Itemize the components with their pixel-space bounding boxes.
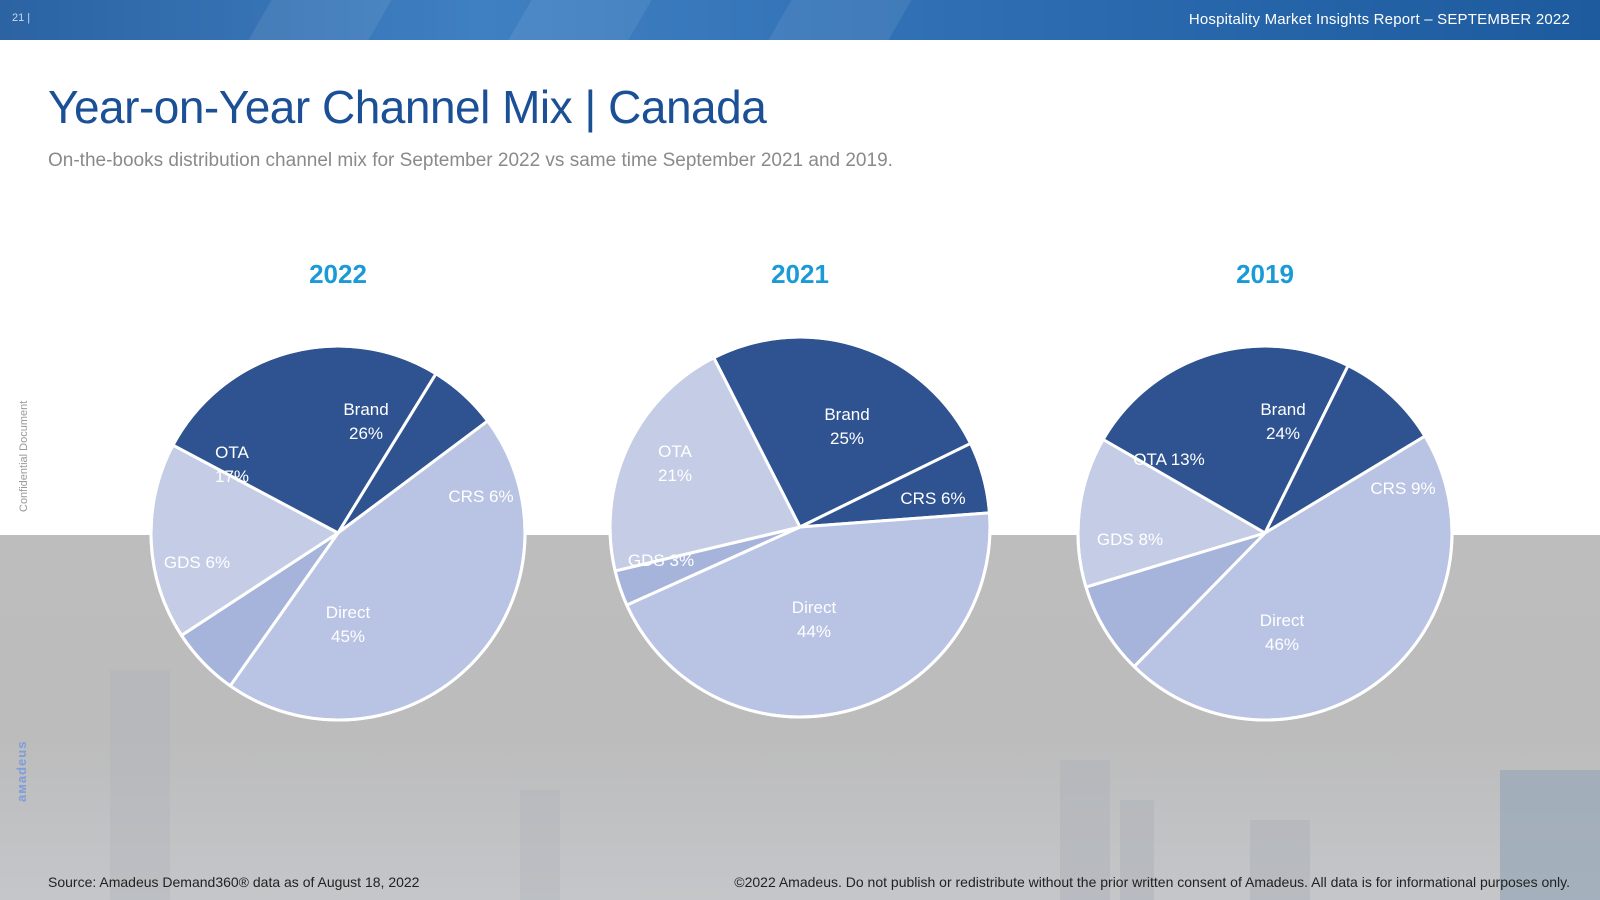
pie-outline <box>1076 344 1454 722</box>
slice-label-brand: Brand 26% <box>343 400 388 443</box>
slice-label-gds: GDS 8% <box>1097 530 1163 549</box>
page-title: Year-on-Year Channel Mix | Canada <box>48 81 767 133</box>
slice-label-gds: GDS 3% <box>628 551 694 570</box>
footer-source: Source: Amadeus Demand360® data as of Au… <box>48 874 420 890</box>
slice-label-direct: Direct 44% <box>792 598 837 641</box>
pie-chart-2022: 2022 Brand 26% CRS 6% Direct 45% GDS 6% OTA 17% <box>149 259 527 722</box>
pie-outline <box>149 344 527 722</box>
header-bar: 21 | Hospitality Market Insights Report … <box>0 0 1600 40</box>
chart-title-2021: 2021 <box>771 259 829 289</box>
chart-title-2019: 2019 <box>1236 259 1294 289</box>
pie-outline <box>608 335 992 719</box>
slice-label-direct: Direct 46% <box>1260 611 1305 654</box>
chart-title-2022: 2022 <box>309 259 367 289</box>
slice-label-brand: Brand 24% <box>1260 400 1305 443</box>
page-number: 21 | <box>12 12 31 24</box>
slice-label-ota: OTA 21% <box>658 442 693 485</box>
slice-label-brand: Brand 25% <box>824 405 869 448</box>
slice-label-ota: OTA 13% <box>1133 450 1205 469</box>
slice-label-crs: CRS 6% <box>900 489 965 508</box>
footer-copyright: ©2022 Amadeus. Do not publish or redistr… <box>734 874 1570 890</box>
slice-label-gds: GDS 6% <box>164 553 230 572</box>
pie-chart-2021: 2021 Brand 25% CRS 6% Direct 44% GDS 3% OTA 21% <box>608 259 992 719</box>
slice-label-direct: Direct 45% <box>326 603 371 646</box>
slice-label-crs: CRS 6% <box>448 487 513 506</box>
page-subtitle: On-the-books distribution channel mix fo… <box>48 150 893 171</box>
slice-label-ota: OTA 17% <box>215 443 250 486</box>
report-title: Hospitality Market Insights Report – SEP… <box>1188 11 1570 28</box>
slice-label-crs: CRS 9% <box>1370 479 1435 498</box>
pie-chart-2019: 2019 Brand 24% CRS 9% Direct 46% GDS 8% OTA 13% <box>1076 259 1454 722</box>
